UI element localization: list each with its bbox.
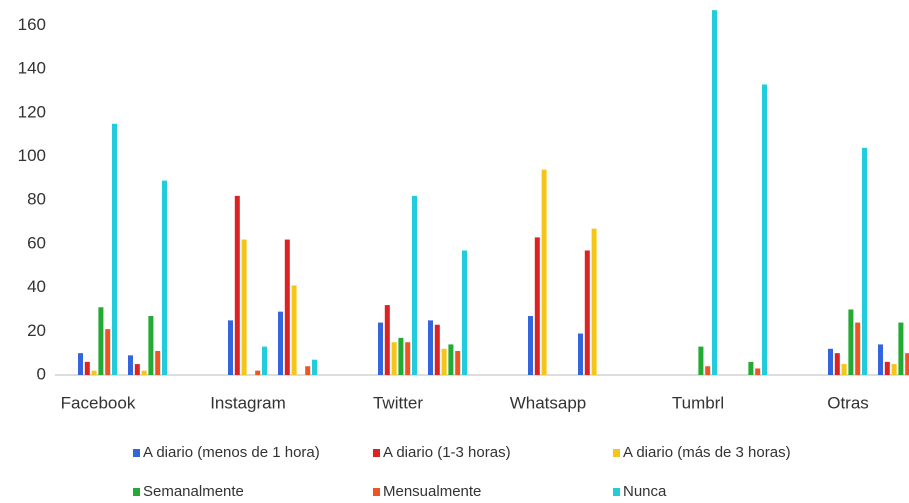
bar	[434, 324, 440, 375]
bar	[148, 316, 154, 375]
x-tick-label: Whatsapp	[510, 393, 587, 412]
bar	[862, 147, 867, 375]
legend-label: Nunca	[623, 483, 667, 500]
legend-swatch	[133, 488, 140, 496]
bar	[455, 350, 461, 375]
bar	[155, 350, 161, 375]
bar	[284, 239, 290, 375]
bar	[712, 10, 717, 376]
x-tick-label: Tumbrl	[672, 393, 724, 412]
y-tick-label: 80	[27, 190, 46, 209]
bar	[591, 228, 597, 375]
bar	[448, 344, 454, 375]
x-tick-label: Facebook	[61, 393, 136, 412]
bar	[391, 342, 397, 375]
bar	[128, 355, 133, 375]
bar	[141, 370, 147, 375]
y-tick-label: 120	[18, 102, 46, 121]
bar	[84, 361, 90, 375]
y-tick-label: 140	[18, 59, 46, 78]
bar	[541, 169, 547, 375]
bar	[241, 239, 247, 375]
legend-swatch	[133, 449, 140, 457]
bar	[748, 361, 754, 375]
bar	[228, 320, 233, 375]
legend-label: A diario (menos de 1 hora)	[143, 444, 320, 461]
x-tick-label: Otras	[827, 393, 869, 412]
bar	[828, 348, 833, 375]
bar	[834, 353, 840, 375]
bar	[398, 337, 404, 375]
bar	[884, 361, 890, 375]
legend-swatch	[373, 449, 380, 457]
bar	[462, 250, 467, 375]
bar	[705, 366, 711, 375]
legend-swatch	[373, 488, 380, 496]
y-tick-label: 0	[37, 364, 46, 383]
bar	[291, 285, 297, 375]
legend-label: A diario (más de 3 horas)	[623, 444, 791, 461]
bar	[134, 364, 140, 375]
bar	[234, 195, 240, 375]
legend-swatch	[613, 449, 620, 457]
bar	[162, 180, 167, 375]
bar	[528, 316, 533, 375]
y-tick-label: 160	[18, 15, 46, 34]
bar	[855, 322, 861, 375]
bar	[755, 368, 761, 375]
bar	[578, 333, 583, 375]
y-tick-label: 40	[27, 277, 46, 296]
y-tick-label: 60	[27, 233, 46, 252]
bar	[841, 364, 847, 375]
bar	[278, 311, 283, 375]
legend-label: A diario (1-3 horas)	[383, 444, 511, 461]
bar	[91, 370, 97, 375]
bar	[878, 344, 883, 375]
legend-label: Semanalmente	[143, 483, 244, 500]
bar	[848, 309, 854, 375]
y-tick-label: 20	[27, 321, 46, 340]
x-tick-label: Twitter	[373, 393, 423, 412]
legend-swatch	[613, 488, 620, 496]
bar	[262, 346, 267, 375]
bar	[405, 342, 411, 375]
bar	[78, 353, 83, 375]
bar	[441, 348, 447, 375]
bar	[112, 123, 117, 376]
bar	[98, 307, 104, 375]
bar	[891, 364, 897, 375]
bar	[378, 322, 383, 375]
bar	[905, 353, 909, 375]
bar	[255, 370, 261, 375]
bar	[584, 250, 590, 375]
bar	[428, 320, 433, 375]
bar	[384, 305, 390, 375]
x-tick-label: Instagram	[210, 393, 286, 412]
bar	[412, 195, 417, 375]
bar	[762, 84, 767, 375]
bar	[305, 366, 311, 375]
bar	[898, 322, 904, 375]
y-tick-label: 100	[18, 146, 46, 165]
bar	[534, 237, 540, 375]
legend-label: Mensualmente	[383, 483, 481, 500]
bar	[105, 329, 111, 375]
bar	[698, 346, 704, 375]
bar	[312, 359, 317, 375]
